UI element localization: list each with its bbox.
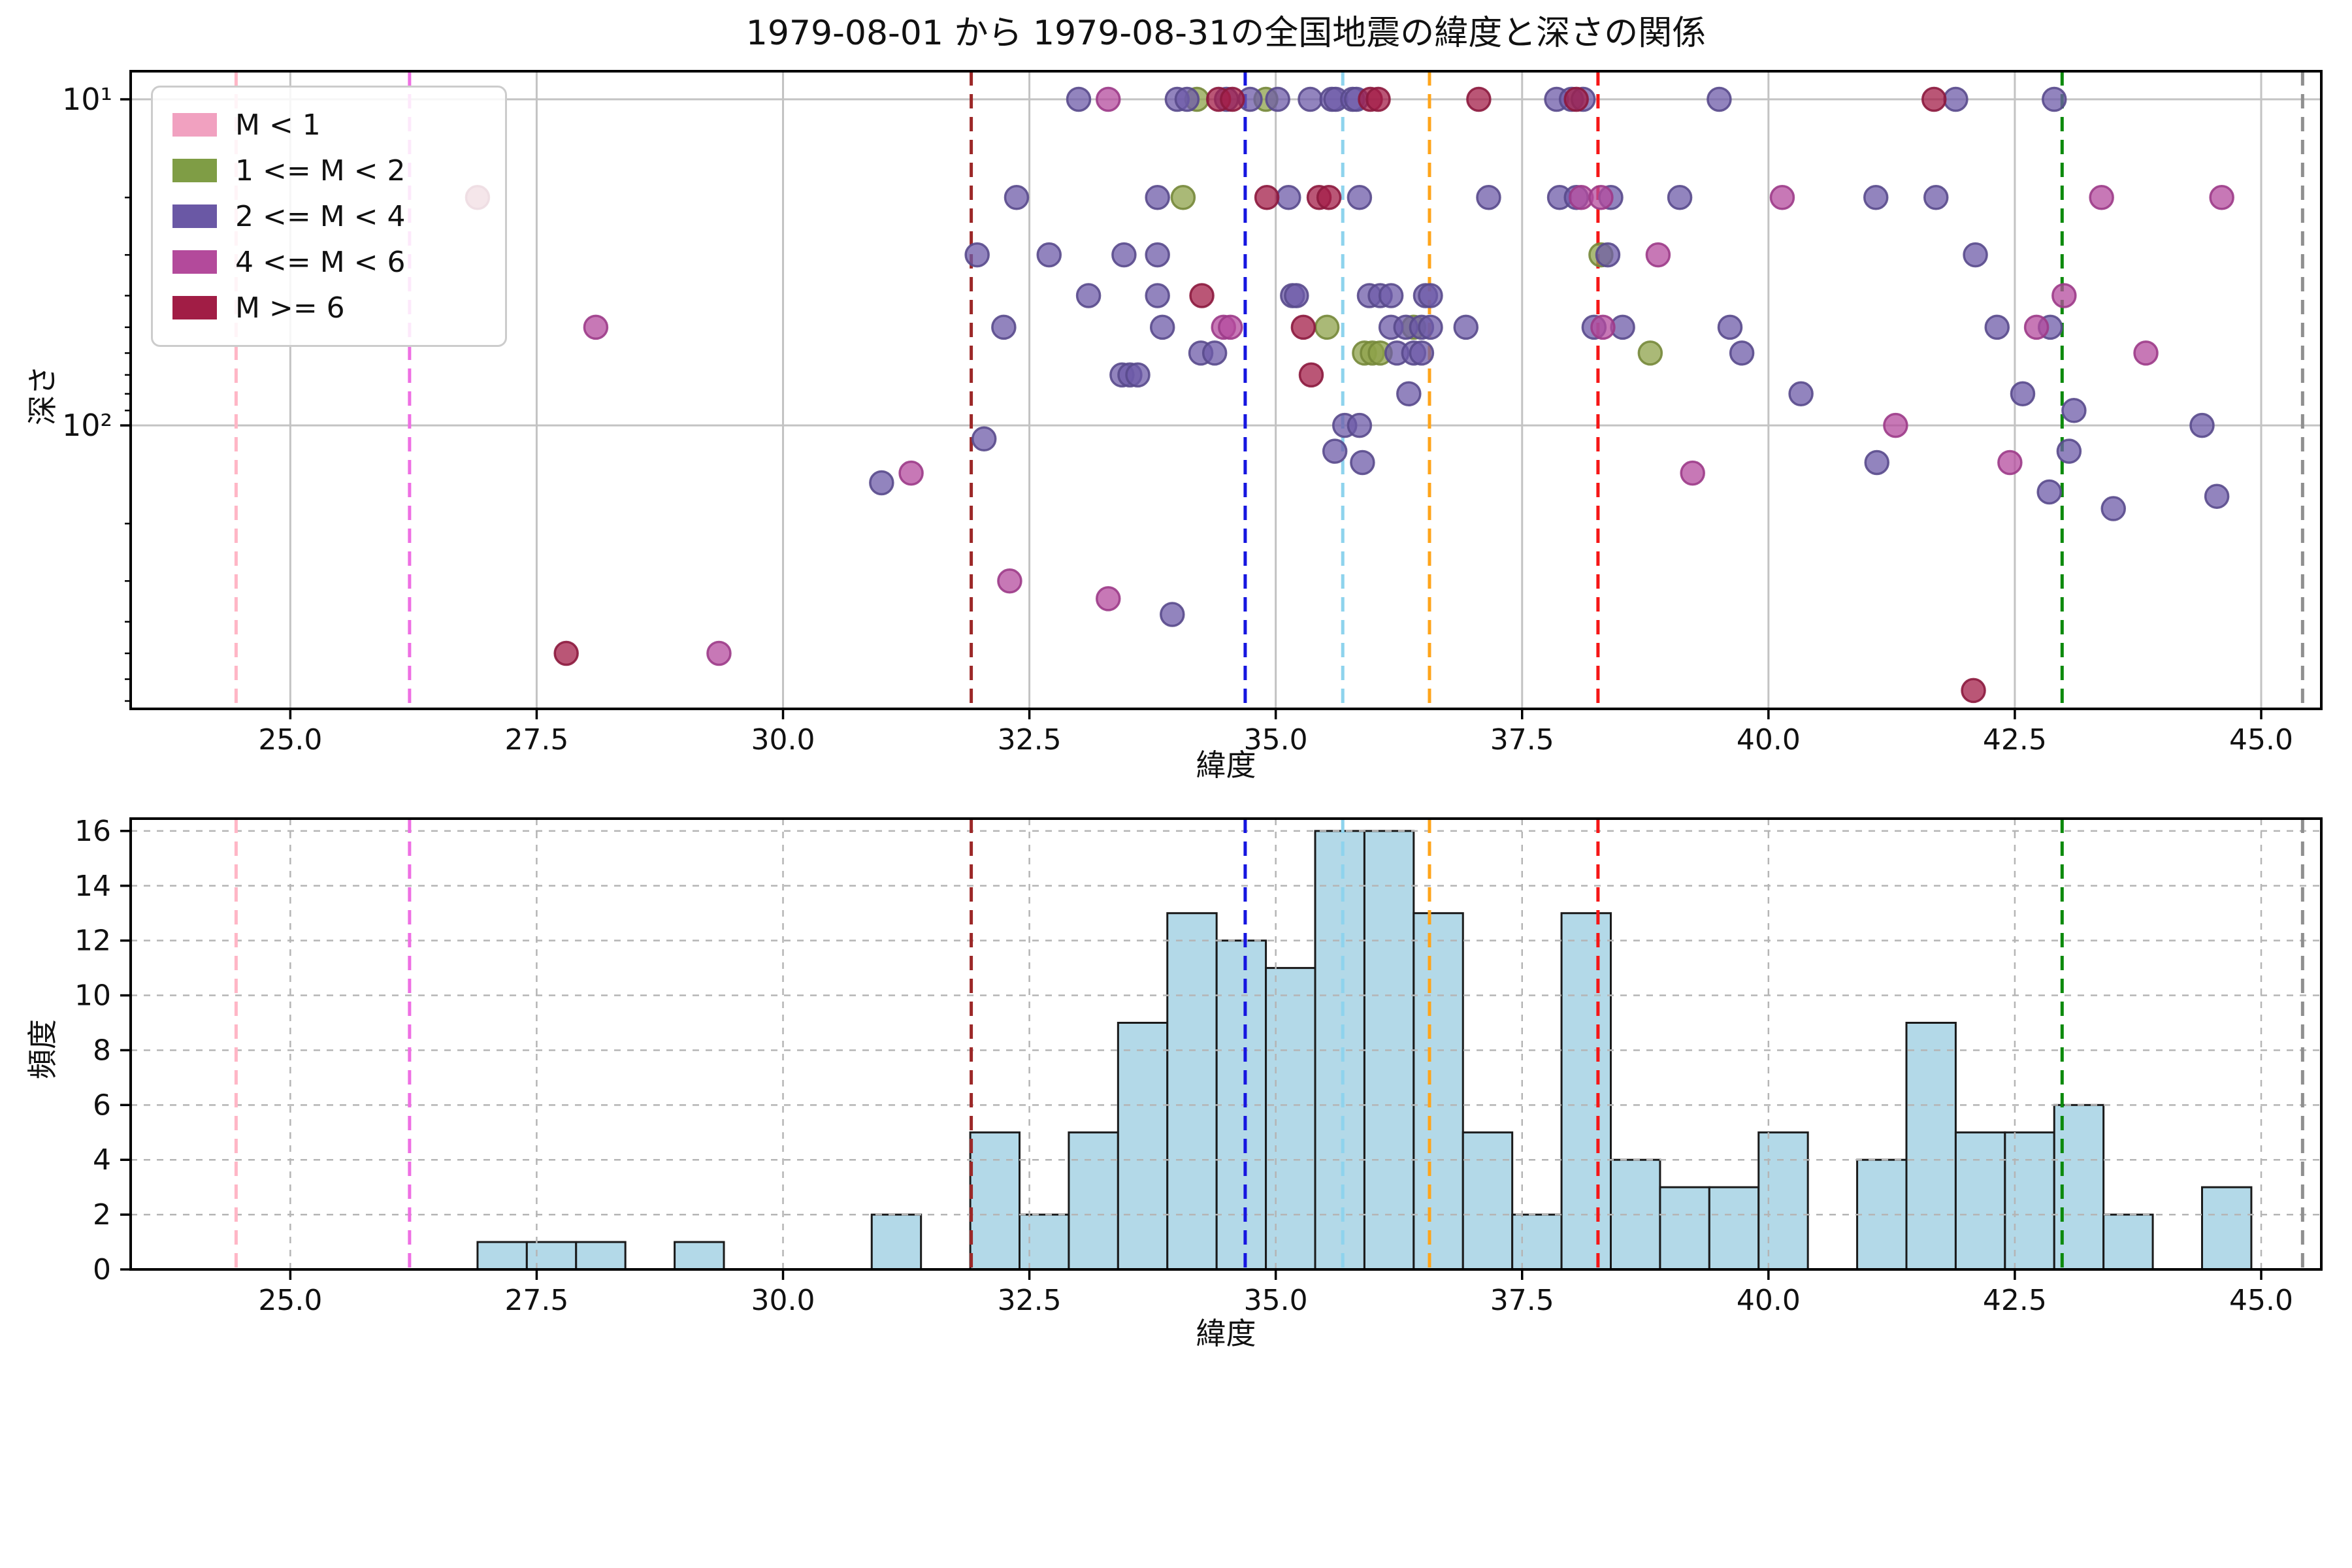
- svg-text:27.5: 27.5: [504, 1284, 568, 1317]
- svg-text:30.0: 30.0: [751, 1284, 815, 1317]
- legend-item: 1 <= M < 2: [172, 148, 485, 193]
- svg-text:6: 6: [93, 1088, 111, 1122]
- scatter-ylabel: 深さ: [25, 365, 60, 425]
- svg-text:8: 8: [93, 1034, 111, 1067]
- legend-item: M < 1: [172, 102, 485, 148]
- histogram-ylabel: 頻度: [25, 1019, 60, 1079]
- legend-item-label: 4 <= M < 6: [235, 245, 406, 279]
- svg-text:40.0: 40.0: [1737, 1284, 1801, 1317]
- svg-text:37.5: 37.5: [1490, 723, 1554, 757]
- legend-item: 4 <= M < 6: [172, 239, 485, 285]
- figure-title: 1979-08-01 から 1979-08-31の全国地震の緯度と深さの関係: [745, 14, 1707, 53]
- svg-text:2: 2: [93, 1198, 111, 1232]
- legend-swatch: [172, 296, 217, 319]
- legend-item-label: M < 1: [235, 108, 321, 142]
- legend-item-label: 1 <= M < 2: [235, 154, 406, 188]
- legend-swatch: [172, 159, 217, 182]
- svg-text:35.0: 35.0: [1244, 1284, 1308, 1317]
- scatter-xlabel: 緯度: [1196, 747, 1256, 783]
- legend-item-label: 2 <= M < 4: [235, 199, 406, 233]
- svg-text:4: 4: [93, 1143, 111, 1177]
- svg-text:40.0: 40.0: [1737, 723, 1801, 757]
- svg-text:32.5: 32.5: [998, 1284, 1062, 1317]
- magnitude-legend: M < 1 1 <= M < 2 2 <= M < 4 4 <= M < 6 M >= …: [151, 86, 507, 347]
- svg-text:32.5: 32.5: [998, 723, 1062, 757]
- svg-text:45.0: 45.0: [2229, 723, 2293, 757]
- svg-text:27.5: 27.5: [504, 723, 568, 757]
- svg-text:0: 0: [93, 1253, 111, 1286]
- svg-text:37.5: 37.5: [1490, 1284, 1554, 1317]
- legend-swatch: [172, 250, 217, 274]
- legend-item: 2 <= M < 4: [172, 193, 485, 239]
- svg-text:42.5: 42.5: [1983, 1284, 2047, 1317]
- legend-swatch: [172, 113, 217, 137]
- svg-text:10: 10: [74, 979, 111, 1013]
- legend-item-label: M >= 6: [235, 291, 345, 325]
- svg-text:30.0: 30.0: [751, 723, 815, 757]
- svg-text:12: 12: [74, 924, 111, 958]
- svg-text:10²: 10²: [62, 408, 112, 443]
- legend-swatch: [172, 204, 217, 228]
- svg-text:35.0: 35.0: [1244, 723, 1308, 757]
- histogram-xlabel: 緯度: [1196, 1316, 1256, 1351]
- legend-item: M >= 6: [172, 285, 485, 331]
- svg-text:45.0: 45.0: [2229, 1284, 2293, 1317]
- svg-text:42.5: 42.5: [1983, 723, 2047, 757]
- svg-text:25.0: 25.0: [258, 1284, 322, 1317]
- svg-text:10¹: 10¹: [62, 82, 112, 117]
- svg-text:14: 14: [74, 870, 111, 903]
- svg-text:16: 16: [74, 815, 111, 848]
- svg-text:25.0: 25.0: [258, 723, 322, 757]
